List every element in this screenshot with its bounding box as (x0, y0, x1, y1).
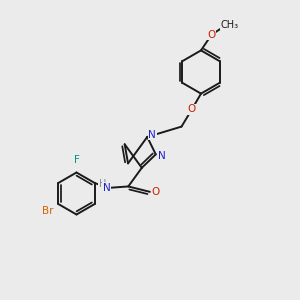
Text: O: O (188, 104, 196, 114)
Text: N: N (148, 130, 156, 140)
Text: H: H (99, 179, 106, 189)
Text: CH₃: CH₃ (220, 20, 238, 30)
Text: N: N (158, 151, 166, 160)
Text: O: O (207, 30, 216, 40)
Text: O: O (151, 187, 159, 197)
Text: N: N (103, 183, 110, 193)
Text: F: F (74, 155, 80, 165)
Text: Br: Br (42, 206, 53, 216)
